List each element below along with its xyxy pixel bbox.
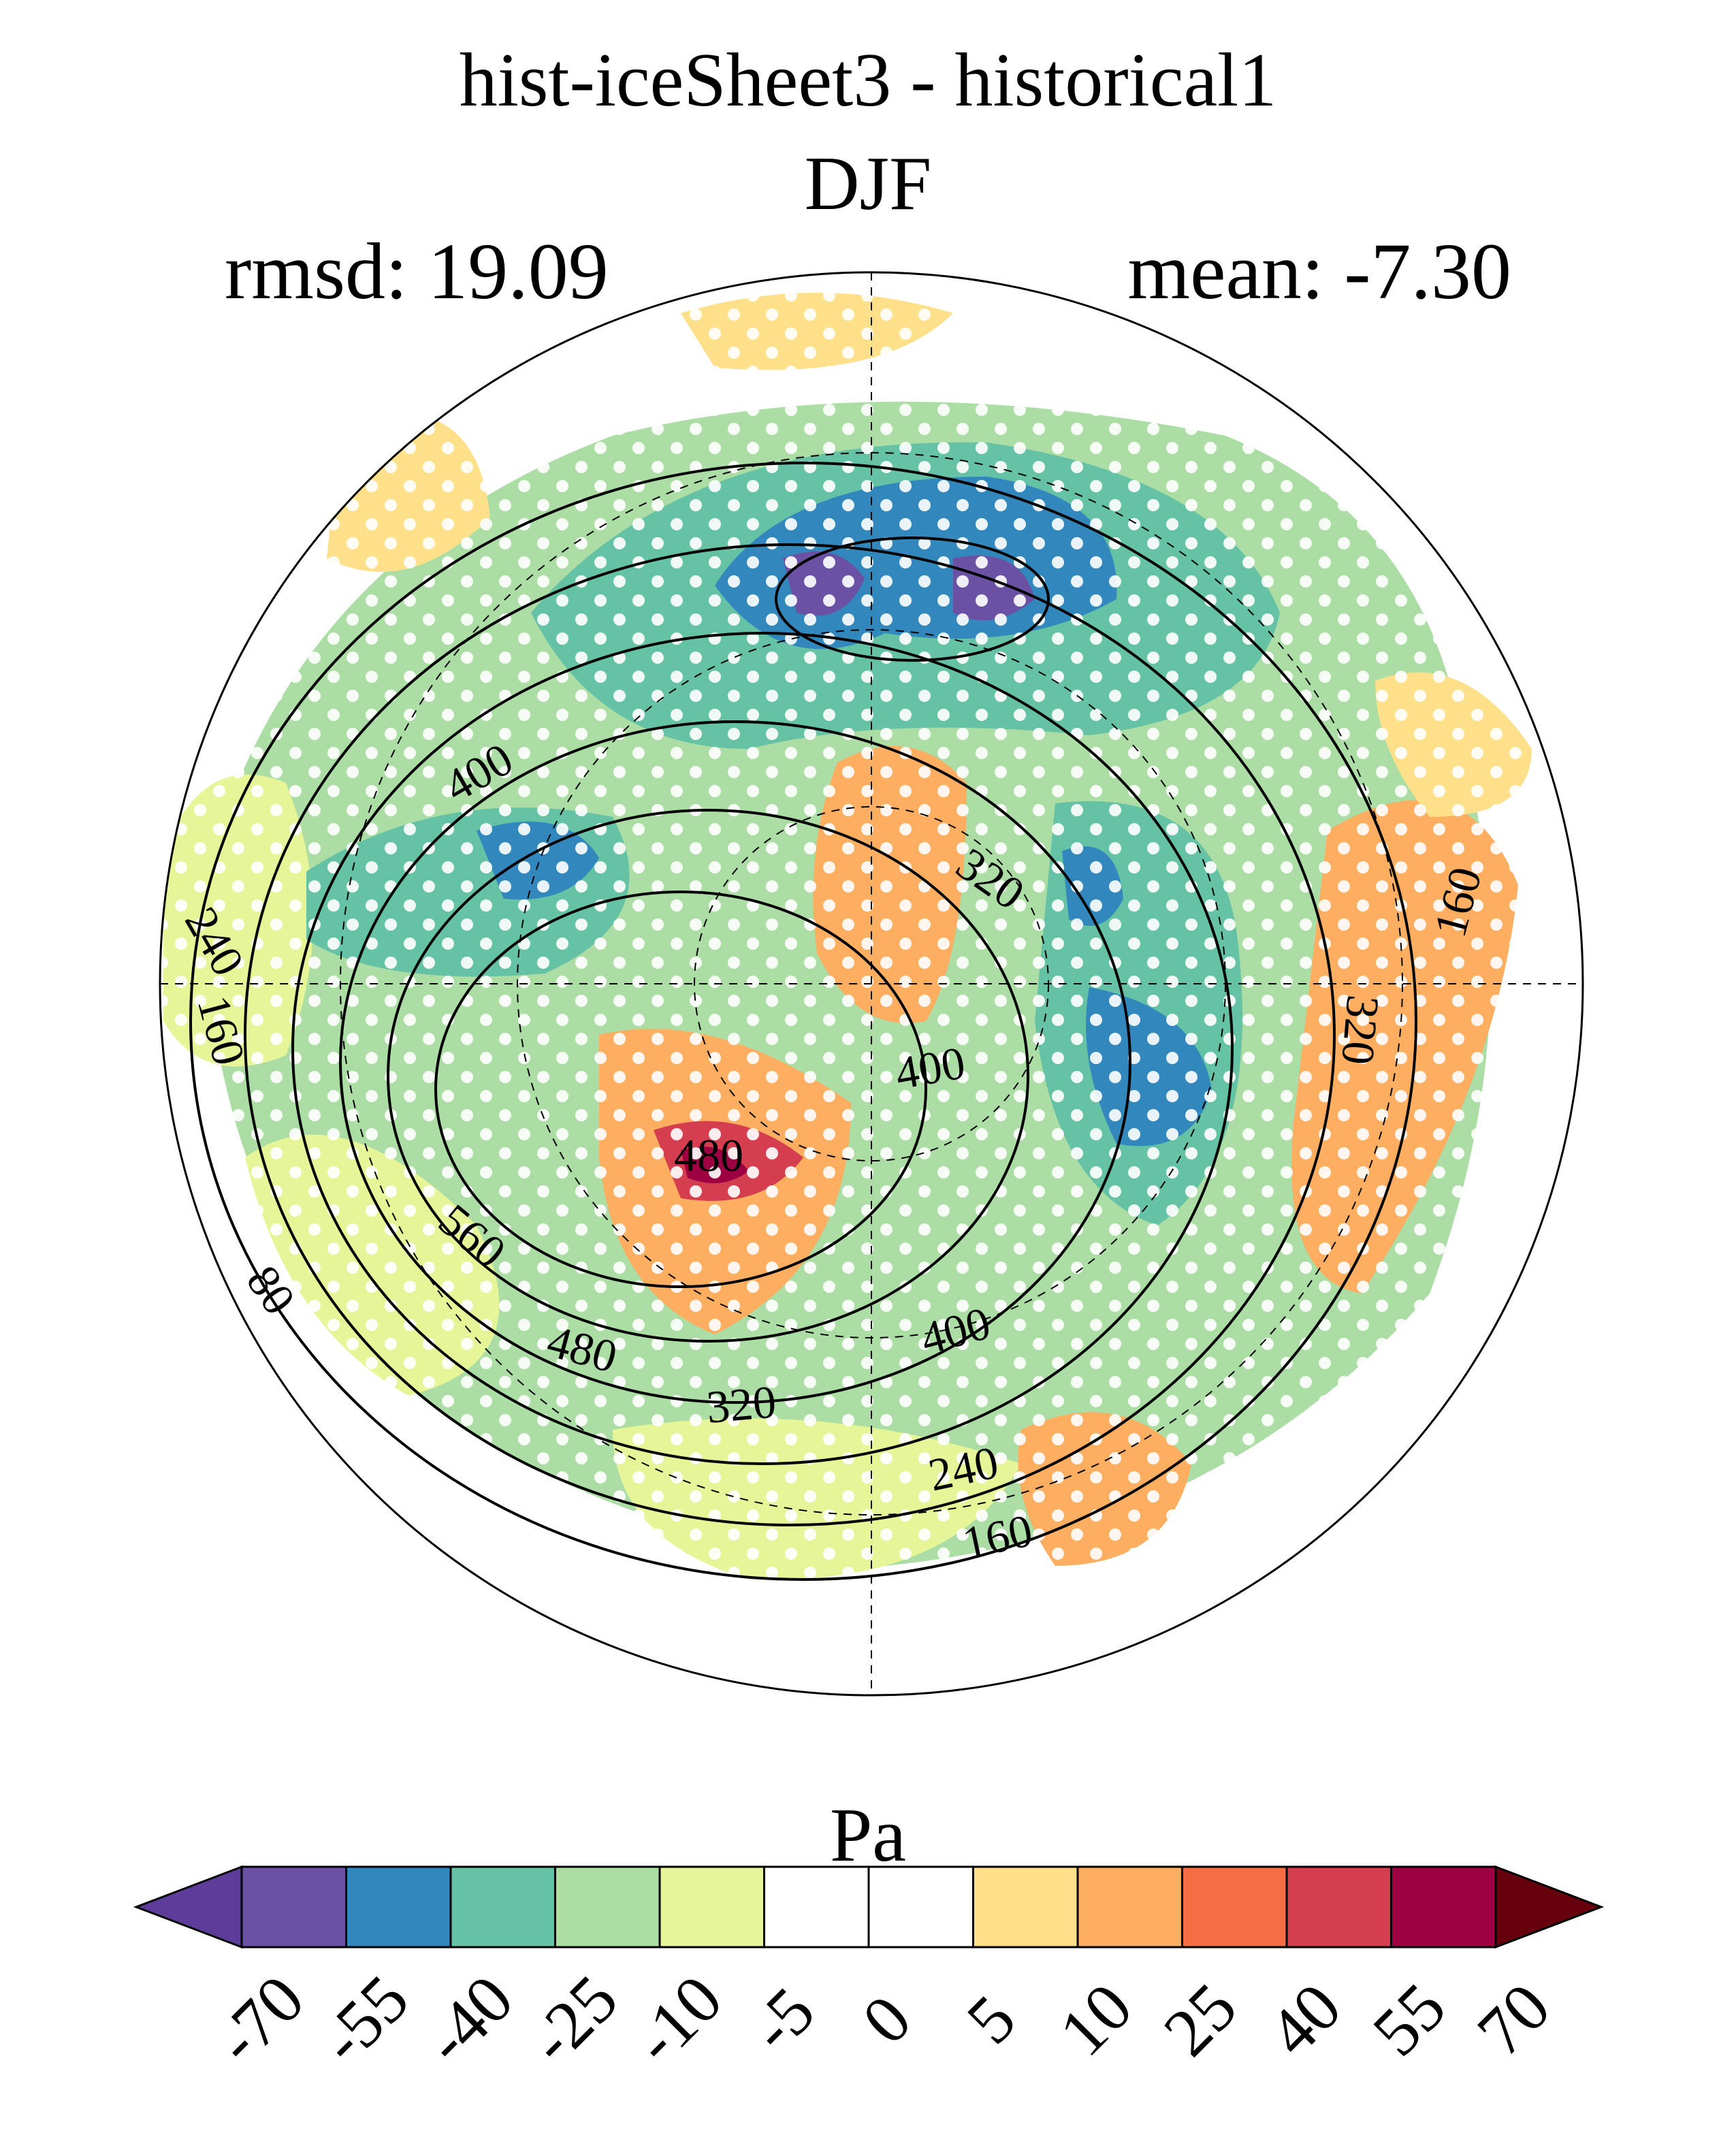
colorbar-tick-label: 10 <box>1045 1969 1146 2070</box>
colorbar-tick-label: 5 <box>952 1980 1030 2058</box>
contour-lines <box>189 462 1417 1581</box>
colorbar-tick-label: 40 <box>1254 1969 1355 2070</box>
graticule <box>160 272 1583 1695</box>
colorbar-tick-label: -55 <box>305 1961 423 2079</box>
colorbar-tick-label: -70 <box>201 1961 319 2079</box>
map-fill-layer <box>160 272 1583 1695</box>
colorbar-tick-label: 0 <box>848 1980 925 2058</box>
colorbar-box <box>1181 1865 1288 1948</box>
colorbar-labels: -70-55-40-25-10-5 0 5 10 25 40 55 70 <box>201 1961 1564 2079</box>
colorbar-tick-label: 70 <box>1463 1969 1564 2070</box>
colorbar-boxes <box>133 1865 1605 1949</box>
colorbar-box <box>972 1865 1079 1948</box>
colorbar-arrow-low <box>133 1865 243 1949</box>
colorbar-arrow-high <box>1494 1865 1605 1949</box>
rmsd-stat: rmsd: 19.09 <box>225 227 609 316</box>
colorbar-box <box>1076 1865 1183 1948</box>
colorbar-box <box>449 1865 556 1948</box>
colorbar-tick-label: 55 <box>1358 1969 1460 2070</box>
colorbar-units: Pa <box>830 1793 906 1878</box>
colorbar-tick-label: 25 <box>1149 1969 1251 2070</box>
colorbar-box <box>658 1865 765 1948</box>
colorbar-box <box>867 1865 974 1948</box>
colorbar-box <box>240 1865 347 1948</box>
colorbar-tick-label: -40 <box>410 1961 528 2079</box>
colorbar-box <box>345 1865 452 1948</box>
mean-stat: mean: -7.30 <box>1127 227 1511 316</box>
colorbar-tick-label: -10 <box>619 1961 737 2079</box>
colorbar-tick-label: -25 <box>514 1961 632 2079</box>
contour-label: 320 <box>705 1375 778 1433</box>
contour-label: 320 <box>1332 993 1389 1067</box>
colorbar-tick-label: -5 <box>735 1973 829 2066</box>
map-boundary <box>159 271 1584 1697</box>
colorbar-box <box>763 1865 870 1948</box>
polar-map: 400 240 160 80 560 480 480 400 320 240 1… <box>159 271 1584 1697</box>
contour-label: 400 <box>891 1036 969 1100</box>
colorbar-box <box>1390 1865 1497 1948</box>
season-label: DJF <box>804 142 932 226</box>
figure-title: hist-iceSheet3 - historical1 <box>459 38 1277 123</box>
colorbar-box <box>1285 1865 1392 1948</box>
contour-label: 480 <box>674 1129 743 1181</box>
colorbar-box <box>554 1865 661 1948</box>
